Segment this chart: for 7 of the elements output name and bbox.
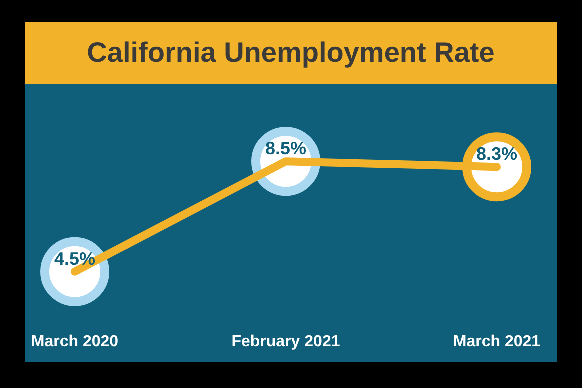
data-label: 8.3% [476,144,518,164]
x-tick-label: March 2021 [453,333,541,350]
x-tick-label: March 2020 [31,333,119,350]
data-label: 4.5% [54,248,96,269]
x-tick-label: February 2021 [232,333,340,350]
chart-title: California Unemployment Rate [25,22,557,84]
data-label: 8.5% [265,138,307,159]
